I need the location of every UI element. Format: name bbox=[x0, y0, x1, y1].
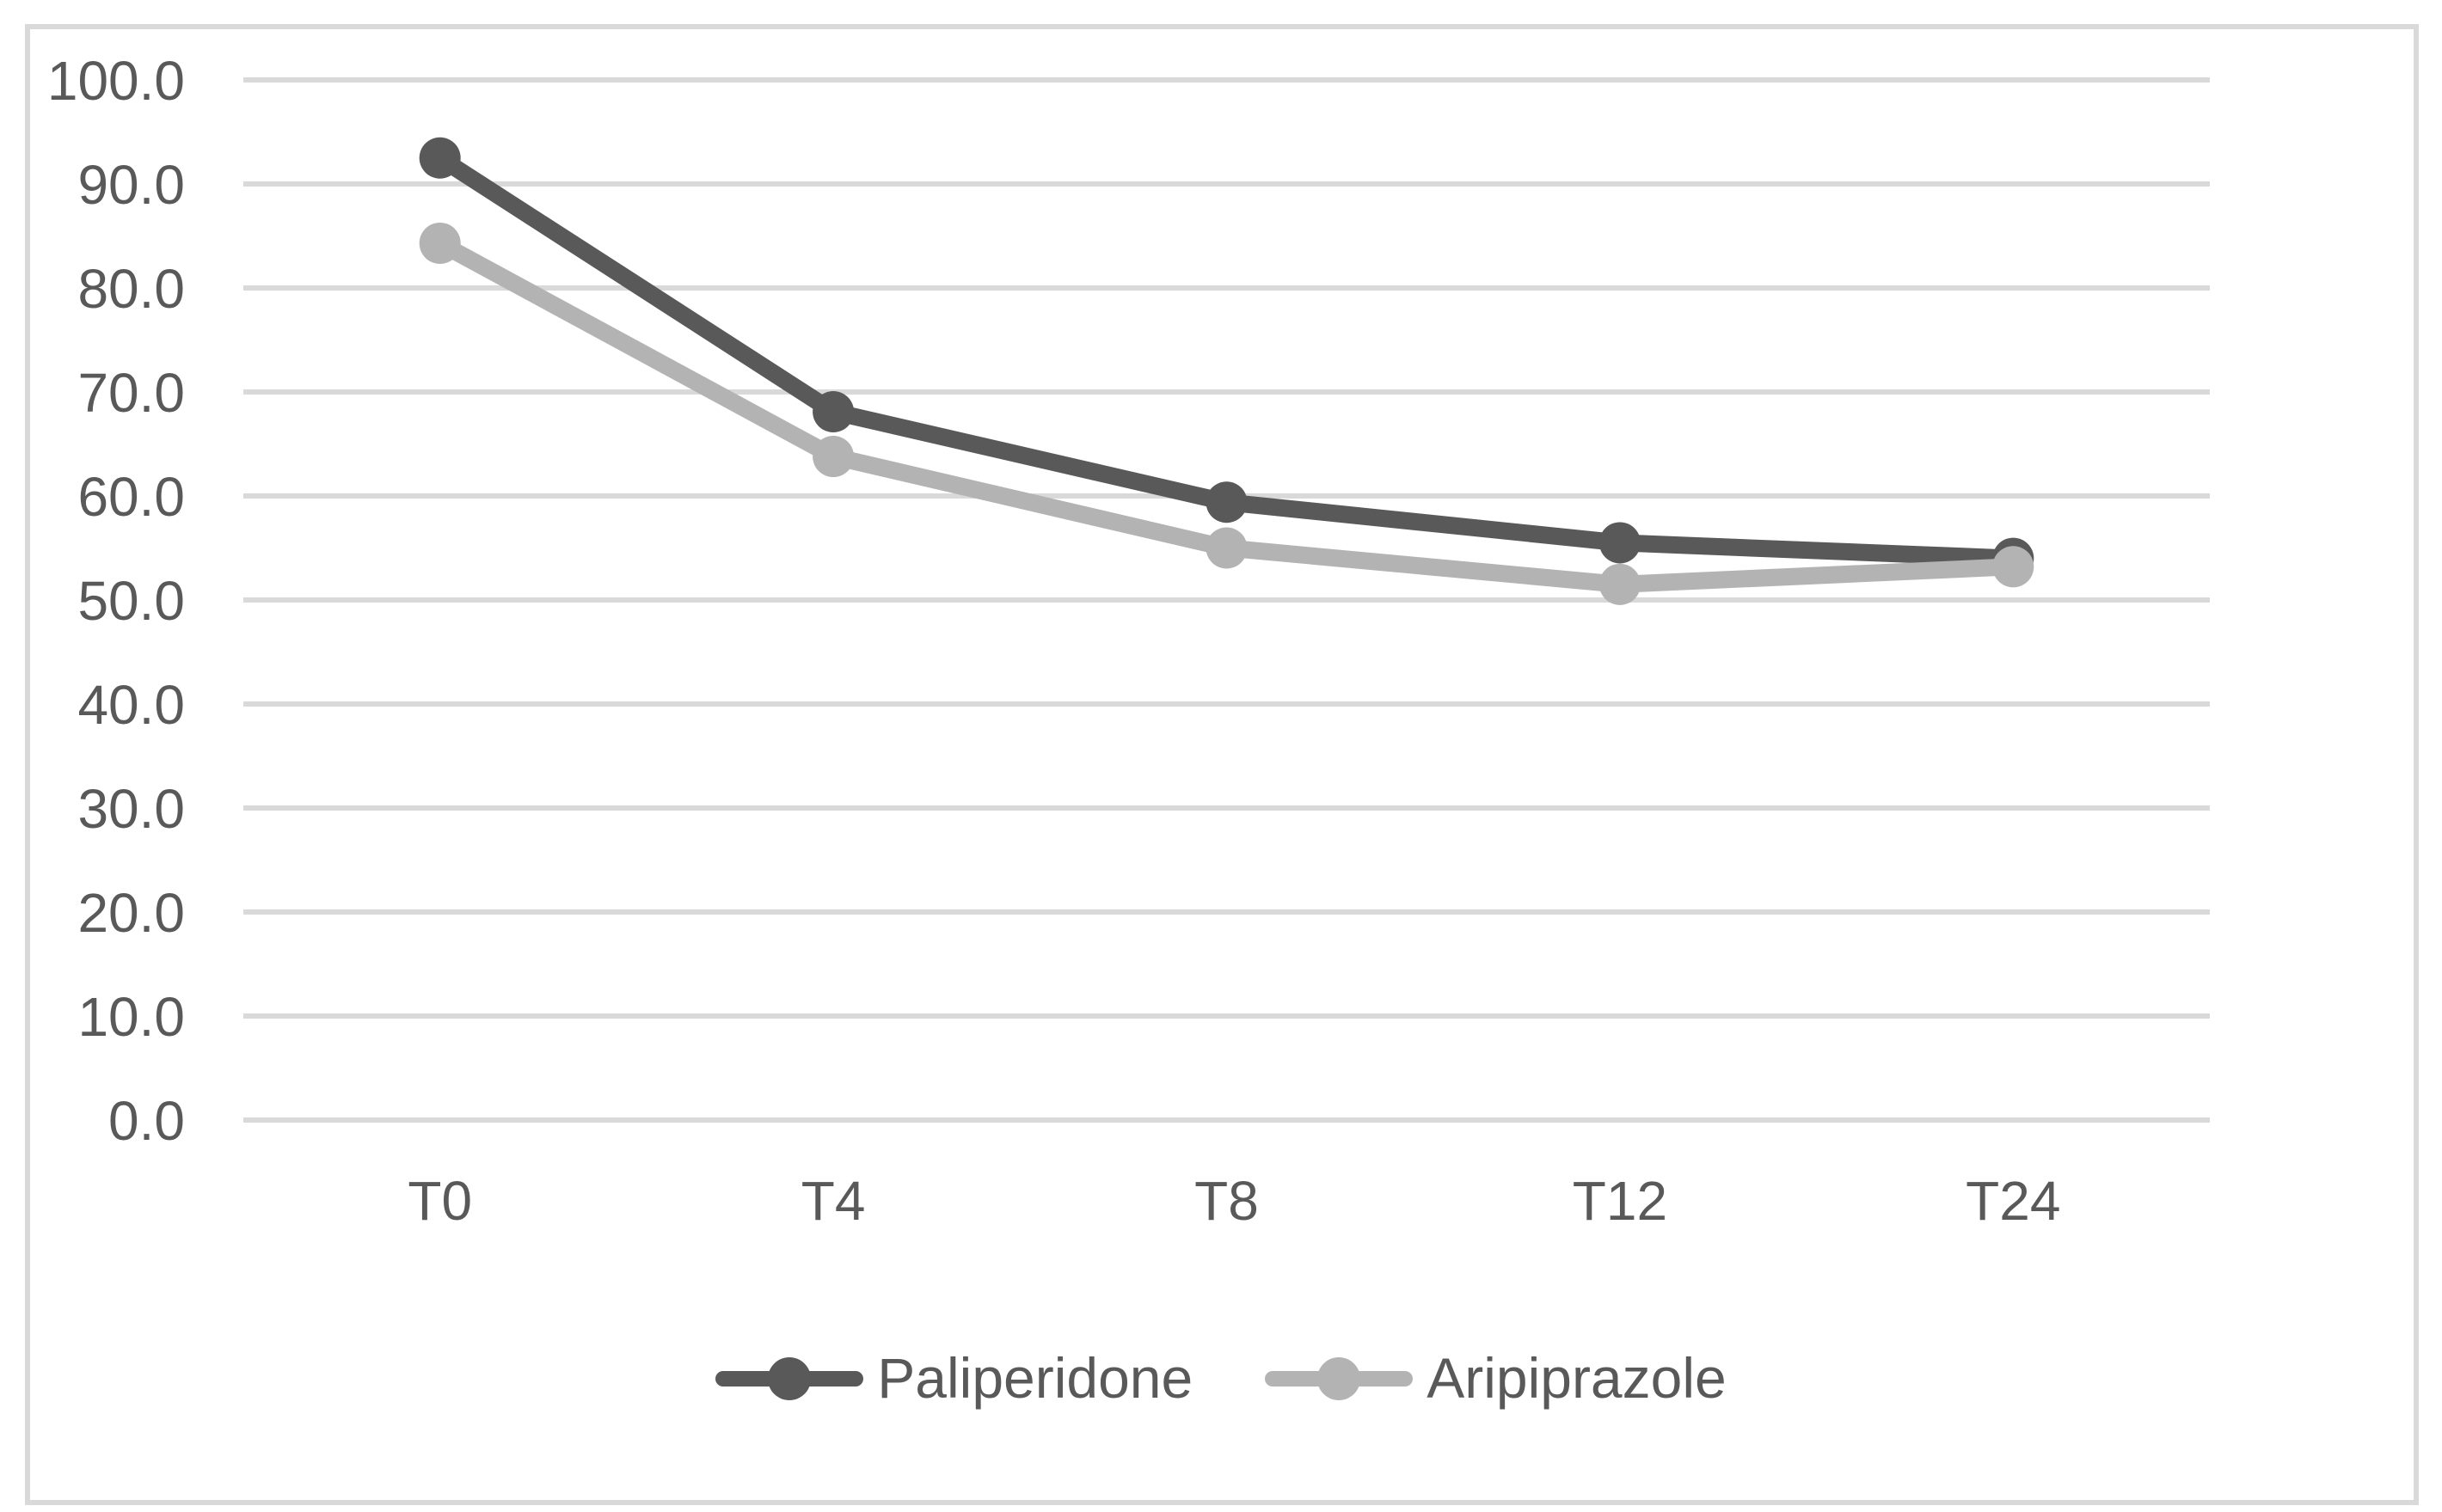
legend-label-aripiprazole: Aripiprazole bbox=[1427, 1346, 1727, 1410]
legend-label-paliperidone: Paliperidone bbox=[877, 1346, 1193, 1410]
marker-paliperidone-t8 bbox=[1206, 481, 1248, 523]
marker-aripiprazole-t4 bbox=[813, 436, 855, 478]
marker-paliperidone-t0 bbox=[419, 137, 461, 179]
x-category-label-t4: T4 bbox=[801, 1170, 866, 1232]
marker-aripiprazole-t0 bbox=[419, 222, 461, 264]
y-tick-label-30: 30.0 bbox=[77, 778, 185, 840]
paliperidone-line-marker-icon bbox=[715, 1356, 864, 1400]
series-group bbox=[419, 137, 2034, 605]
y-tick-label-10: 10.0 bbox=[77, 986, 185, 1048]
x-category-label-t8: T8 bbox=[1194, 1170, 1259, 1232]
y-tick-label-40: 40.0 bbox=[77, 674, 185, 736]
y-tick-label-70: 70.0 bbox=[77, 362, 185, 424]
gridlines-group bbox=[243, 77, 2210, 1123]
x-category-label-t24: T24 bbox=[1966, 1170, 2060, 1232]
y-tick-label-50: 50.0 bbox=[77, 570, 185, 632]
y-tick-label-20: 20.0 bbox=[77, 882, 185, 944]
marker-paliperidone-t12 bbox=[1598, 522, 1641, 564]
chart-legend: Paliperidone Aripiprazole bbox=[0, 1346, 2442, 1411]
paliperidone-dot-icon bbox=[768, 1356, 812, 1400]
x-category-label-t12: T12 bbox=[1573, 1170, 1667, 1232]
y-tick-label-80: 80.0 bbox=[77, 258, 185, 320]
x-axis-category-labels: T0 T4 T8 T12 T24 bbox=[408, 1170, 2060, 1232]
aripiprazole-dot-icon bbox=[1317, 1356, 1361, 1400]
y-tick-label-0: 0.0 bbox=[108, 1090, 185, 1152]
marker-paliperidone-t4 bbox=[813, 390, 855, 432]
legend-item-paliperidone: Paliperidone bbox=[715, 1346, 1193, 1411]
x-category-label-t0: T0 bbox=[408, 1170, 472, 1232]
y-tick-label-100: 100.0 bbox=[47, 50, 185, 112]
chart-border bbox=[25, 24, 2419, 1505]
marker-aripiprazole-t12 bbox=[1598, 563, 1641, 605]
y-tick-label-60: 60.0 bbox=[77, 466, 185, 528]
marker-aripiprazole-t24 bbox=[1992, 546, 2034, 588]
aripiprazole-line-marker-icon bbox=[1265, 1356, 1414, 1400]
y-axis-tick-labels: 0.0 10.0 20.0 30.0 40.0 50.0 60.0 70.0 80.0 90.0 1… bbox=[47, 50, 185, 1152]
legend-item-aripiprazole: Aripiprazole bbox=[1265, 1346, 1727, 1411]
y-tick-label-90: 90.0 bbox=[77, 154, 185, 216]
marker-aripiprazole-t8 bbox=[1206, 527, 1248, 569]
